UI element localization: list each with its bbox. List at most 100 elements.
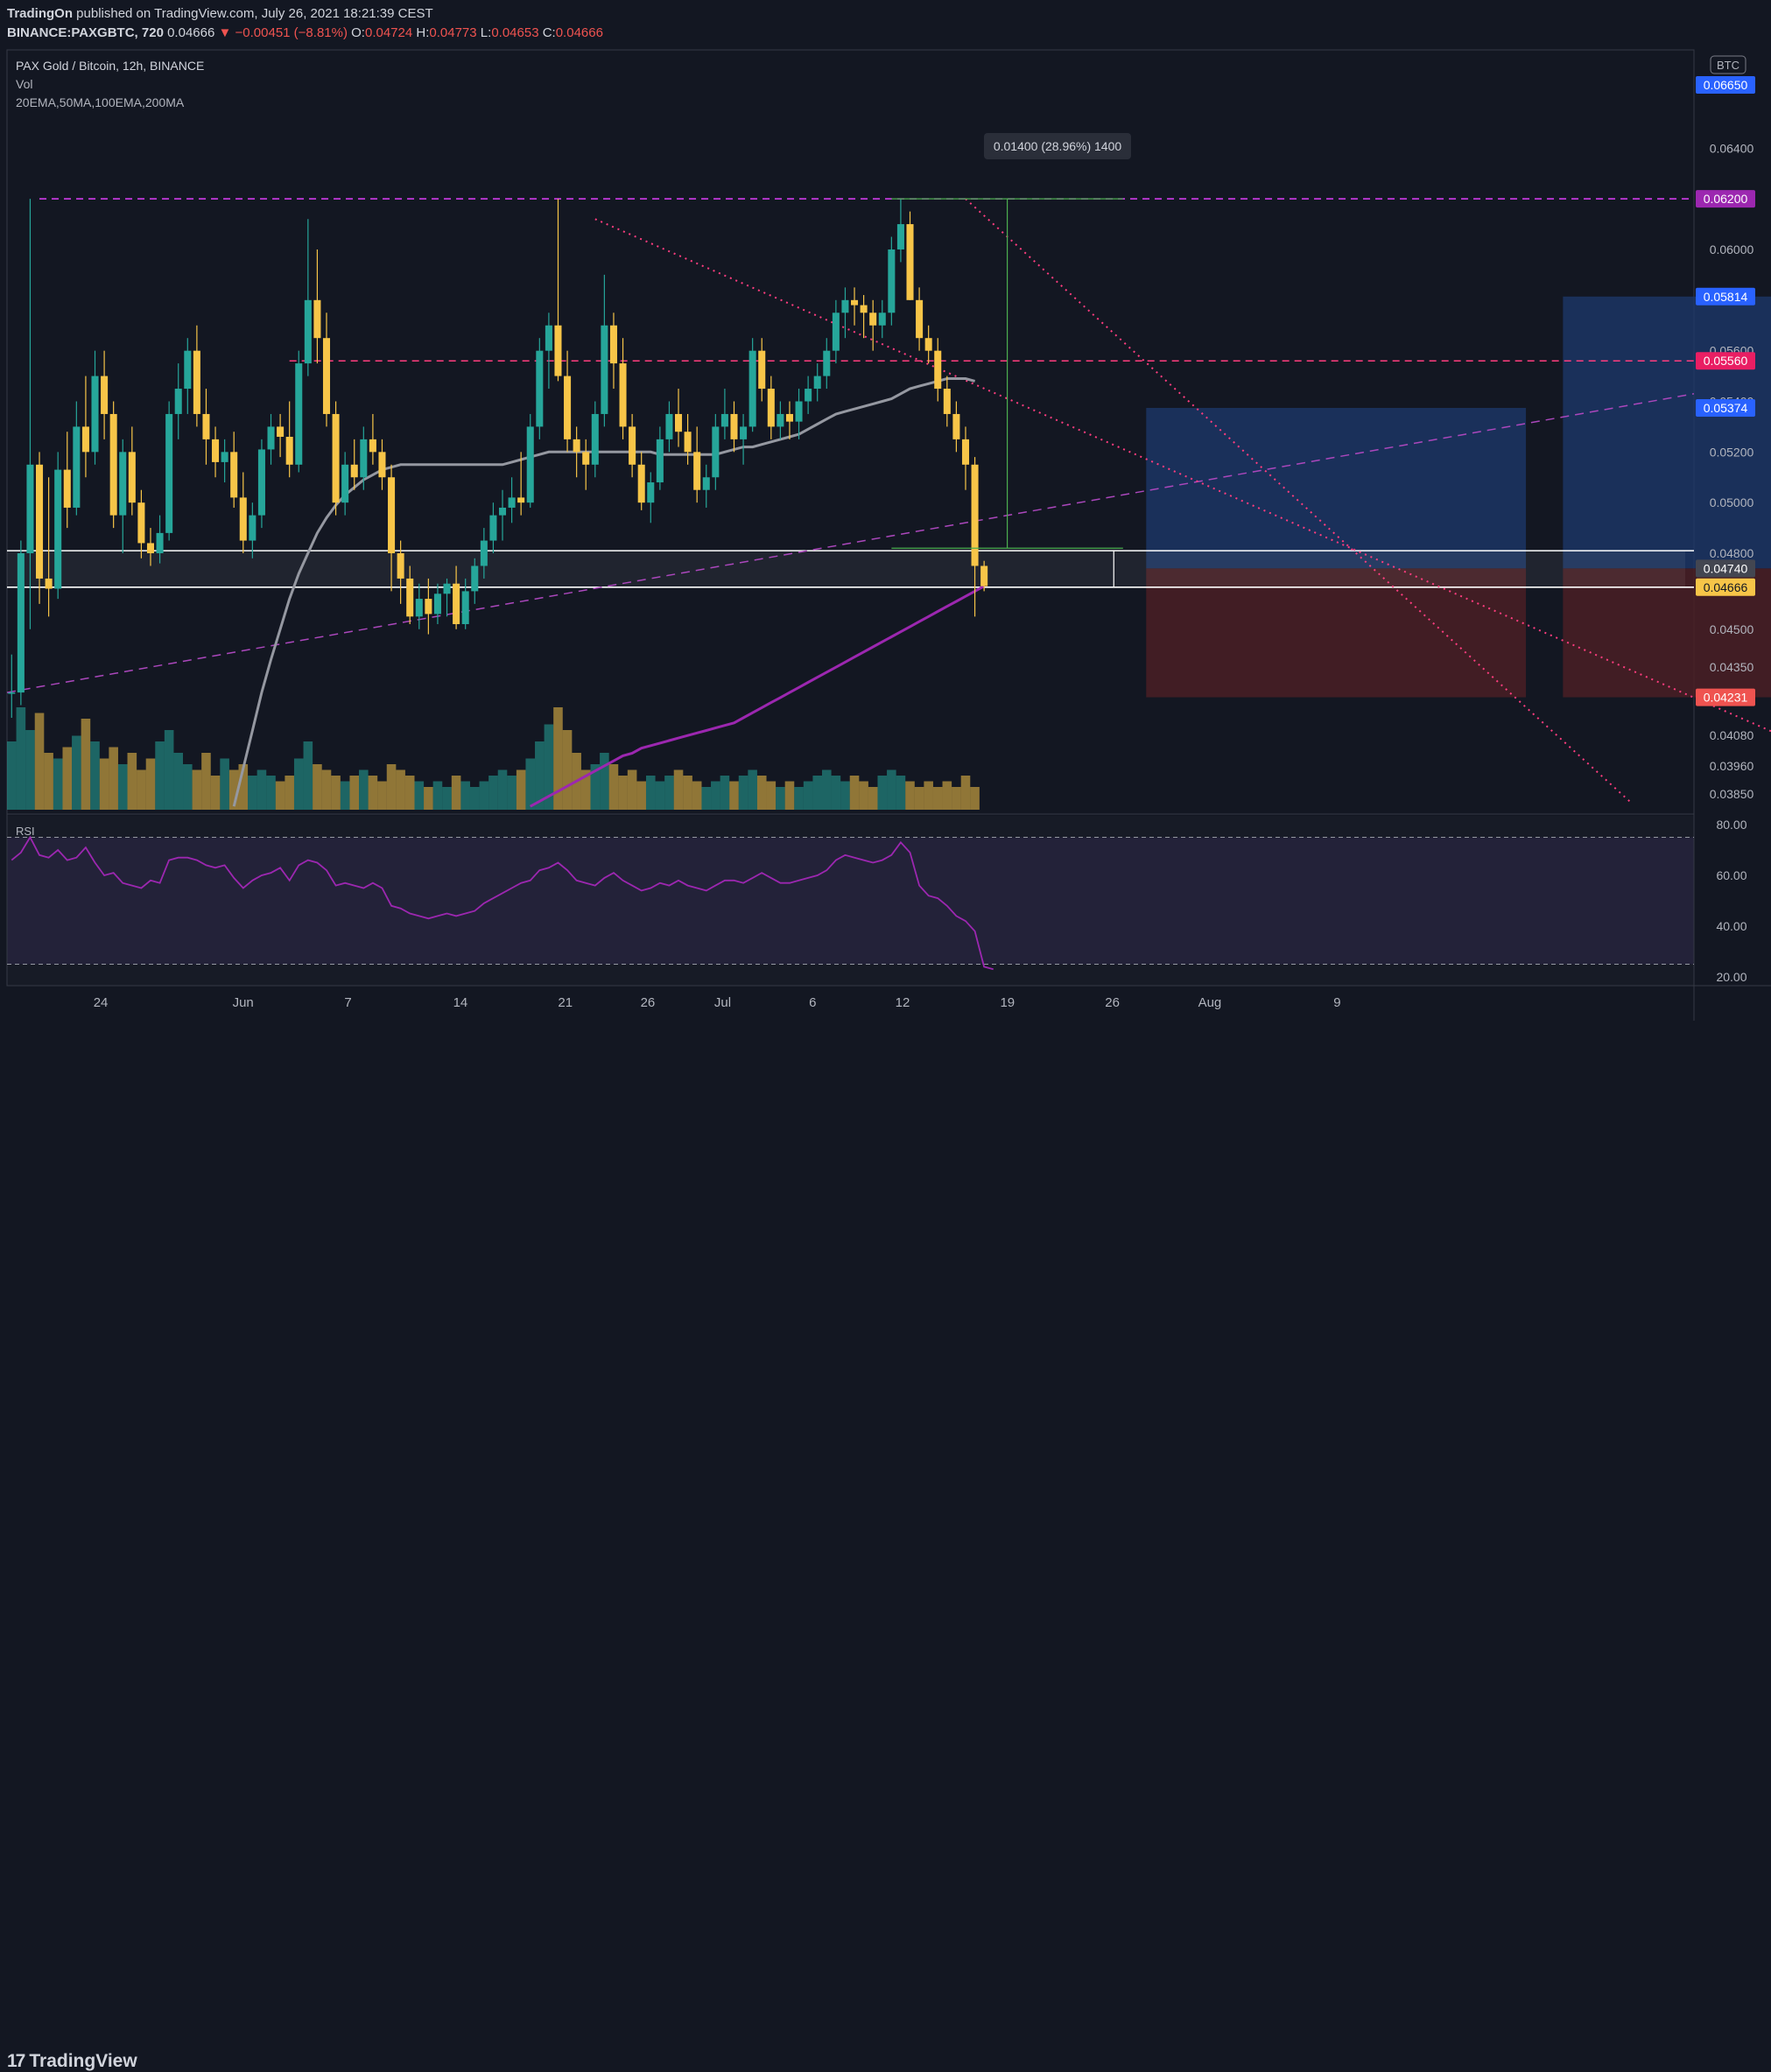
candle-body [109,413,117,516]
candle-body [720,413,728,427]
volume-bar [285,776,294,810]
candle-body [665,413,673,439]
candle-body [674,413,683,432]
candle-body [350,464,358,478]
volume-bar [414,781,425,810]
candle-body [573,439,580,453]
price-chart[interactable]: 0.01400 (28.96%) 14000.066800.064000.060… [0,46,1771,1030]
candle-body [174,389,182,414]
price-tick-label: 0.04500 [1710,622,1754,636]
candle-body [146,543,155,554]
candle-body [313,299,321,339]
volume-bar [331,776,341,810]
tradingview-logo[interactable]: 17 TradingView [7,2051,137,2072]
volume-bar [627,769,637,810]
chart-title: PAX Gold / Bitcoin, 12h, BINANCE [16,59,205,73]
candle-body [193,350,200,414]
volume-bar [257,769,267,810]
high-value: 0.04773 [429,25,477,40]
volume-bar [535,741,545,810]
candle-body [767,389,775,427]
price-tag-label: 0.05814 [1704,290,1748,304]
last-price: 0.04666 [167,25,215,40]
candle-body [777,413,784,427]
candle-body [702,477,710,490]
price-tick-label: 0.03960 [1710,759,1754,773]
volume-bar [952,787,961,810]
volume-bar [62,747,73,810]
volume-bar [117,764,128,810]
candle-body [545,325,552,351]
volume-bar [442,787,452,810]
candle-body [906,224,914,300]
candle-body [924,338,932,351]
candle-body [517,497,525,503]
candle-body [647,482,655,503]
price-tick-label: 0.05200 [1710,445,1754,459]
candle-body [813,376,821,390]
candle-body [564,376,572,439]
symbol-label: BINANCE:PAXGBTC, 720 [7,25,164,40]
candle-body [26,464,34,554]
rsi-pane [7,816,1694,986]
candle-body [637,464,645,503]
candle-body [17,553,25,693]
volume-bar [303,741,313,810]
volume-bar [580,769,591,810]
rsi-legend: RSI [16,825,35,838]
volume-bar [25,730,35,810]
ma50-line [232,377,975,807]
volume-bar [859,781,868,810]
header-bar: TradingOn published on TradingView.com, … [0,0,1771,46]
volume-bar [720,776,730,810]
candle-body [81,426,89,453]
volume-bar [683,776,692,810]
volume-bar [905,781,915,810]
candle-body [453,583,460,624]
volume-bar [497,769,508,810]
volume-bar [386,764,397,810]
volume-bar [784,781,795,810]
candle-body [805,389,812,402]
price-tag-label: 0.06650 [1704,78,1748,92]
candle-body [8,692,16,694]
volume-bar [155,741,165,810]
candle-body [360,439,368,478]
candle-body [943,389,951,414]
candle-body [433,594,441,615]
candle-body [415,599,423,617]
rsi-band-fill [7,837,1694,965]
footer-brand: TradingView [29,2051,137,2071]
price-tick-label: 0.06400 [1710,141,1754,155]
volume-bar [590,764,601,810]
volume-bar [516,769,526,810]
volume-bar [7,741,17,810]
time-tick-label: Jun [233,995,254,1010]
candle-body [971,464,979,566]
volume-bar [849,776,860,810]
author-name[interactable]: TradingOn [7,6,73,21]
volume-bar [877,776,888,810]
candle-body [823,350,831,376]
volume-bar [248,776,257,810]
candle-body [916,299,924,339]
volume-bar [525,758,536,810]
volume-bar [692,781,702,810]
volume-bar [432,781,443,810]
candle-body [119,452,127,516]
time-tick-label: Jul [714,995,731,1010]
candle-body [961,439,970,465]
price-tag [1696,578,1755,596]
volume-bar [553,707,563,810]
volume-bar [127,753,137,810]
target-zone [1146,408,1527,569]
candle-body [952,413,960,439]
candle-body [896,224,904,249]
candle-body [934,350,942,390]
volume-bar [479,781,489,810]
volume-bar [701,787,712,810]
low-value: 0.04653 [491,25,539,40]
volume-bar [507,776,517,810]
ma200-line [529,585,985,808]
rsi-tick-label: 80.00 [1716,818,1746,832]
